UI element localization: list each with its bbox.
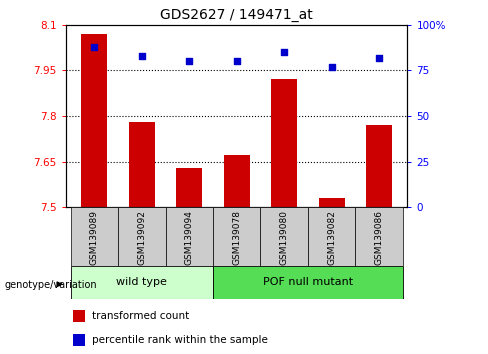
Title: GDS2627 / 149471_at: GDS2627 / 149471_at [160,8,313,22]
Text: GSM139082: GSM139082 [327,210,336,265]
FancyBboxPatch shape [213,207,261,266]
Point [138,53,146,59]
Text: POF null mutant: POF null mutant [263,277,353,287]
Point [90,44,98,50]
Text: percentile rank within the sample: percentile rank within the sample [92,335,267,345]
Text: transformed count: transformed count [92,311,189,321]
Bar [81,34,107,207]
FancyBboxPatch shape [213,266,403,299]
Bar [73,334,85,346]
Text: GSM139080: GSM139080 [280,210,288,265]
Text: GSM139086: GSM139086 [374,210,384,265]
Text: genotype/variation: genotype/variation [5,280,98,290]
Bar [271,80,297,207]
Text: wild type: wild type [116,277,167,287]
Bar [176,167,203,207]
FancyBboxPatch shape [308,207,355,266]
FancyBboxPatch shape [355,207,403,266]
FancyBboxPatch shape [71,207,118,266]
FancyBboxPatch shape [165,207,213,266]
FancyBboxPatch shape [261,207,308,266]
Bar [319,198,345,207]
Point [375,55,383,61]
Text: GSM139092: GSM139092 [137,210,146,265]
FancyBboxPatch shape [71,266,213,299]
Bar [224,155,250,207]
Point [327,64,335,69]
Point [233,58,241,64]
Text: GSM139094: GSM139094 [185,210,194,265]
FancyBboxPatch shape [118,207,165,266]
Bar [73,310,85,322]
Point [185,58,193,64]
Text: GSM139078: GSM139078 [232,210,241,265]
Point [280,49,288,55]
Bar [129,122,155,207]
Bar [366,125,392,207]
Text: GSM139089: GSM139089 [90,210,99,265]
